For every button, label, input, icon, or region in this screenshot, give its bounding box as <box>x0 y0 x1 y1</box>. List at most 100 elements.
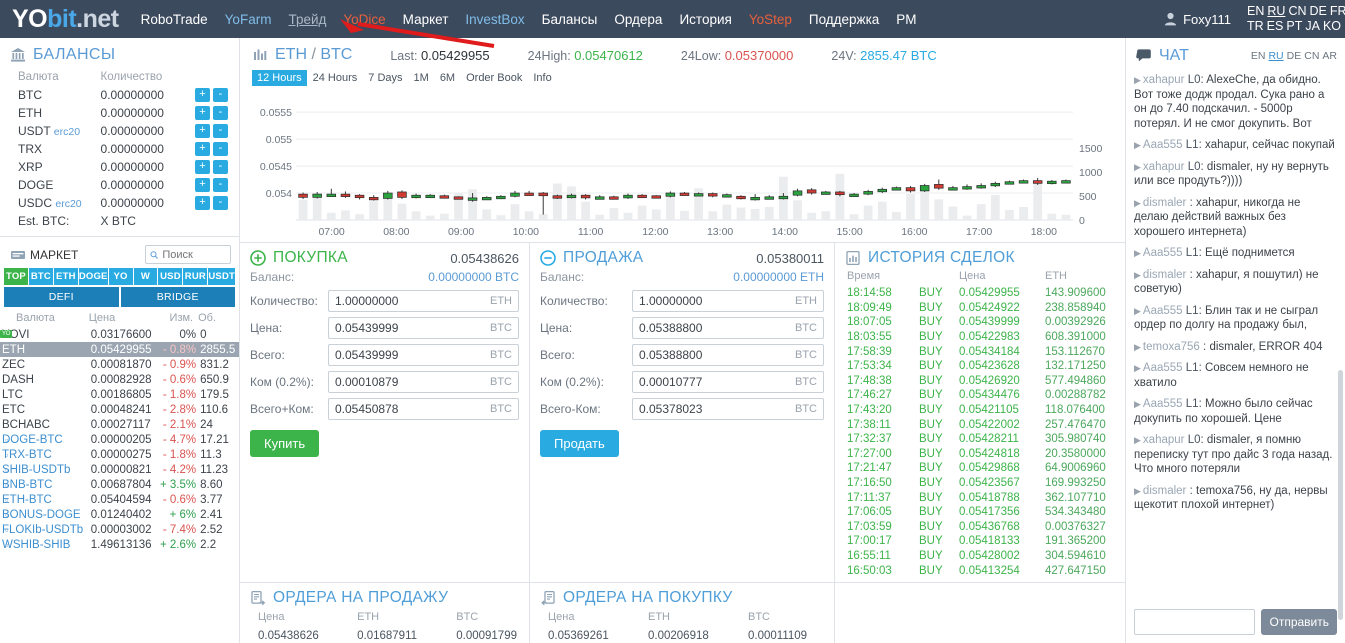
chart-tab-6m[interactable]: 6M <box>439 72 456 84</box>
deposit-button[interactable]: + <box>195 196 210 210</box>
chat-send-button[interactable]: Отправить <box>1261 609 1337 635</box>
lang-ko[interactable]: KO <box>1322 19 1341 33</box>
sell-nettotal-input[interactable]: BTC <box>632 398 824 420</box>
withdraw-button[interactable]: - <box>213 88 228 102</box>
deposit-button[interactable]: + <box>195 160 210 174</box>
market-tab-top[interactable]: TOP <box>4 268 28 285</box>
market-row-doge-btc[interactable]: ▫ DOGE-BTC 0.00000205 - 4.7% 17.21 <box>0 432 239 447</box>
nav-item-pm[interactable]: PM <box>896 11 917 27</box>
table-row[interactable]: 0.05438626 0.01687911 0.00091799 <box>250 628 519 643</box>
table-row[interactable]: 0.05369261 0.00206918 0.00011109 <box>540 628 824 643</box>
buy-total-input[interactable]: BTC <box>328 344 519 366</box>
chat-lang-ru[interactable]: RU <box>1268 50 1284 62</box>
chat-input-wrap[interactable] <box>1134 609 1256 635</box>
nav-item-yofarm[interactable]: YoFarm <box>224 11 272 27</box>
deposit-button[interactable]: + <box>195 88 210 102</box>
market-search[interactable] <box>145 245 231 264</box>
chat-message-nick[interactable]: Aaa555 <box>1142 398 1183 410</box>
market-tab-doge[interactable]: DOGE <box>78 268 108 285</box>
market-row-trx-btc[interactable]: ▫ TRX-BTC 0.00000275 - 1.8% 11.3 <box>0 447 239 462</box>
chat-message-nick[interactable]: xahapur <box>1142 74 1185 86</box>
chat-message-nick[interactable]: Aaa555 <box>1142 247 1183 259</box>
site-logo[interactable]: YObit.net <box>12 5 119 34</box>
market-tab-eth[interactable]: ETH <box>53 268 78 285</box>
nav-item-investbox[interactable]: InvestBox <box>465 11 525 27</box>
language-switcher[interactable]: EN RU CN DE FR TR ES PT JA KO <box>1247 4 1345 34</box>
market-row-zec[interactable]: ZEC 0.00081870 - 0.9% 831.2 <box>0 357 239 372</box>
sell-total-input[interactable]: BTC <box>632 344 824 366</box>
nav-item-yostep[interactable]: YoStep <box>748 11 792 27</box>
chat-language-switcher[interactable]: EN RU DE CN AR <box>1248 50 1337 62</box>
nav-item-market[interactable]: Маркет <box>402 11 449 27</box>
chat-lang-en[interactable]: EN <box>1250 50 1266 62</box>
withdraw-button[interactable]: - <box>213 196 228 210</box>
chat-message-nick[interactable]: dismaler <box>1142 268 1187 281</box>
market-row-dash[interactable]: DASH 0.00082928 - 0.6% 650.9 <box>0 372 239 387</box>
market-tab-defi[interactable]: DEFI <box>4 287 119 307</box>
withdraw-button[interactable]: - <box>213 106 228 120</box>
deposit-button[interactable]: + <box>195 142 210 156</box>
sell-fee-field[interactable] <box>639 375 795 389</box>
chart-tab-info[interactable]: Info <box>533 72 552 84</box>
market-row-ltc[interactable]: LTC 0.00186805 - 1.8% 179.5 <box>0 387 239 402</box>
lang-fr[interactable]: FR <box>1329 4 1345 18</box>
buy-fee-input[interactable]: BTC <box>328 371 519 393</box>
sell-total-field[interactable] <box>639 348 795 362</box>
nav-item-yodice[interactable]: YoDice <box>343 11 386 27</box>
deposit-button[interactable]: + <box>195 106 210 120</box>
market-row-eth-btc[interactable]: ▫ ETH-BTC 0.05404594 - 0.6% 3.77 <box>0 492 239 507</box>
sell-price-input[interactable]: BTC <box>632 317 824 339</box>
nav-item-robotrade[interactable]: RoboTrade <box>140 11 208 27</box>
deposit-button[interactable]: + <box>195 124 210 138</box>
deposit-button[interactable]: + <box>195 178 210 192</box>
market-row-eth[interactable]: ETH 0.05429955 - 0.8% 2855.5 <box>0 342 239 357</box>
lang-en[interactable]: EN <box>1247 4 1265 18</box>
sell-nettotal-field[interactable] <box>639 402 795 416</box>
chart-tab-24h[interactable]: 24 Hours <box>312 72 358 84</box>
market-row-shib-usdtb[interactable]: ▫ SHIB-USDTb 0.00000821 - 4.2% 11.23 <box>0 462 239 477</box>
market-tab-usdt[interactable]: USDT <box>208 268 236 285</box>
market-tab-rur[interactable]: RUR <box>183 268 208 285</box>
chat-message-nick[interactable]: xahapur <box>1142 160 1185 173</box>
chart-tab-orderbook[interactable]: Order Book <box>466 72 523 84</box>
lang-pt[interactable]: PT <box>1286 19 1303 33</box>
chart-tab-12h[interactable]: 12 Hours <box>252 70 307 86</box>
chat-lang-cn[interactable]: CN <box>1304 50 1320 62</box>
search-input[interactable] <box>162 248 226 261</box>
withdraw-button[interactable]: - <box>213 178 228 192</box>
chat-message-nick[interactable]: Aaa555 <box>1142 139 1183 151</box>
chart-tab-1m[interactable]: 1M <box>413 72 429 84</box>
chat-message-nick[interactable]: Aaa555 <box>1142 362 1183 374</box>
chart-tab-7d[interactable]: 7 Days <box>368 72 403 84</box>
lang-cn[interactable]: CN <box>1288 4 1307 18</box>
buy-fee-field[interactable] <box>335 375 490 389</box>
market-tab-yo[interactable]: YO <box>108 268 133 285</box>
market-row-etc[interactable]: ETC 0.00048241 - 2.8% 110.6 <box>0 402 239 417</box>
market-tab-btc[interactable]: BTC <box>28 268 53 285</box>
lang-de[interactable]: DE <box>1309 4 1327 18</box>
buy-amount-input[interactable]: ETH <box>328 290 519 312</box>
market-tab-usd[interactable]: USD <box>158 268 183 285</box>
market-row-wshib-shib[interactable]: ▫ WSHIB-SHIB 1.49613136 + 2.6% 2.2 <box>0 537 239 552</box>
nav-item-support[interactable]: Поддержка <box>808 11 880 27</box>
buy-total-field[interactable] <box>335 348 490 362</box>
market-tab-bridge[interactable]: BRIDGE <box>120 287 235 307</box>
market-row-bonus-doge[interactable]: ▫ BONUS-DOGE 0.01240402 + 6% 2.41 <box>0 507 239 522</box>
nav-item-history[interactable]: История <box>679 11 732 27</box>
chat-message-nick[interactable]: dismaler <box>1142 196 1187 209</box>
lang-es[interactable]: ES <box>1266 19 1284 33</box>
nav-item-balances[interactable]: Балансы <box>541 11 598 27</box>
lang-ru[interactable]: RU <box>1267 4 1286 18</box>
chat-message-nick[interactable]: Aaa555 <box>1142 304 1183 317</box>
market-row-flokib-usdtb[interactable]: ▫ FLOKIb-USDTb 0.00003002 - 7.4% 2.52 <box>0 522 239 537</box>
buy-button[interactable]: Купить <box>250 430 320 457</box>
lang-ja[interactable]: JA <box>1305 19 1320 33</box>
market-row-bnb-btc[interactable]: ▫ BNB-BTC 0.00687804 + 3.5% 8.60 <box>0 477 239 492</box>
chat-messages[interactable]: ▶ xahapur L0: AlexeChe, да обидно. Вот то… <box>1126 71 1345 603</box>
chat-message-nick[interactable]: dismaler <box>1142 484 1187 497</box>
buy-price-input[interactable]: BTC <box>328 317 519 339</box>
buy-amount-field[interactable] <box>335 294 490 308</box>
chat-message-nick[interactable]: xahapur <box>1142 434 1185 446</box>
sell-fee-input[interactable]: BTC <box>632 371 824 393</box>
buy-grandtotal-field[interactable] <box>335 402 490 416</box>
